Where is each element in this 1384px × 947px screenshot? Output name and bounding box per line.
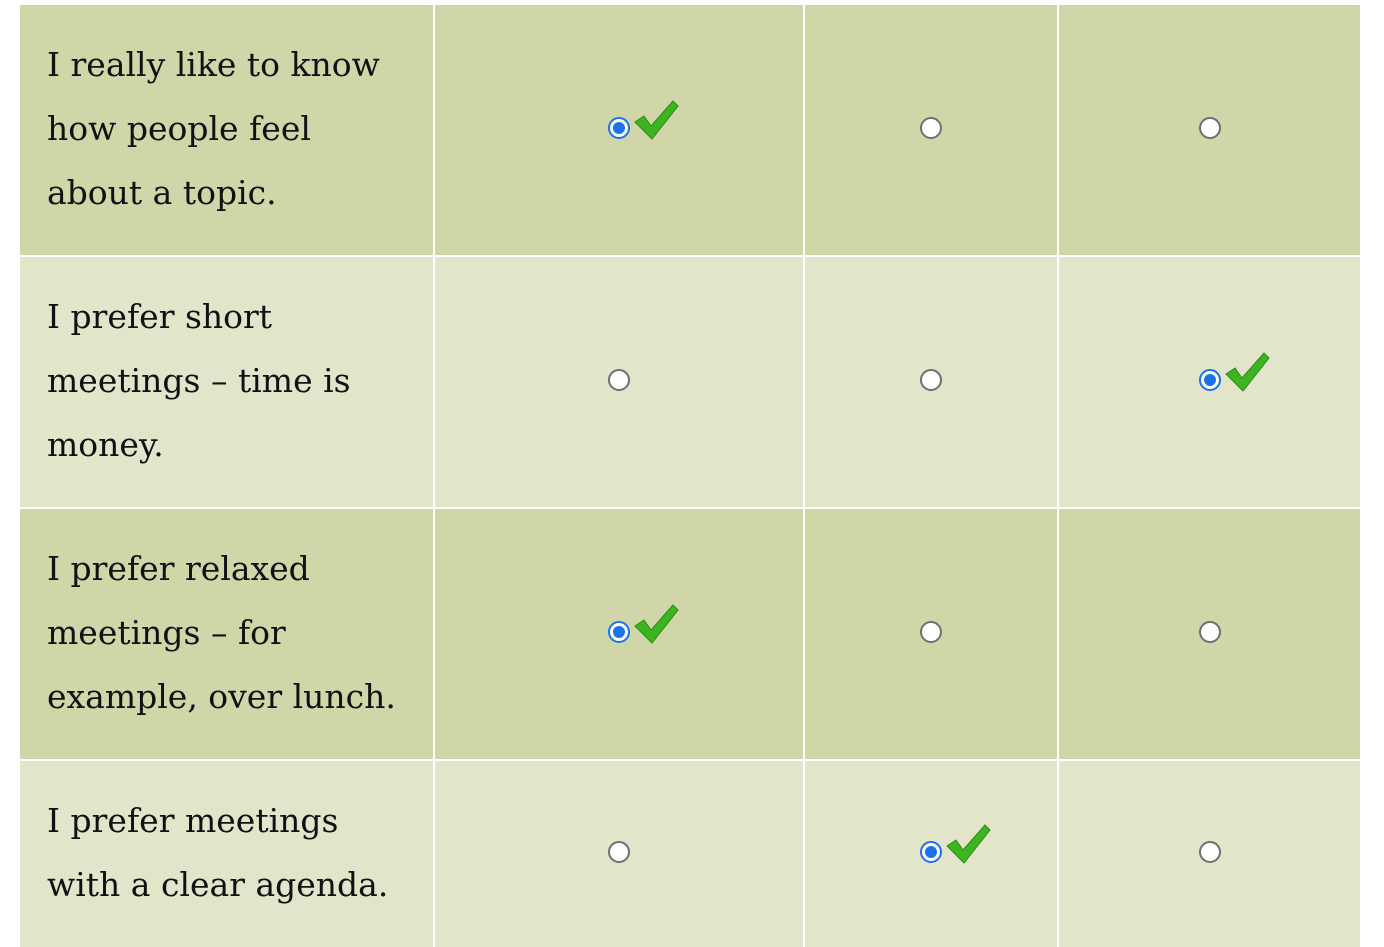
radio-option-2[interactable]: [920, 117, 942, 139]
choice-cell: [1059, 509, 1360, 761]
statement-label: I really like to know how people feel ab…: [20, 0, 435, 257]
statement-label: I prefer short meetings – time is money.: [20, 257, 435, 509]
choice-cell: [435, 0, 805, 257]
choice-cell: [805, 761, 1059, 947]
radio-option-1[interactable]: [608, 369, 630, 391]
radio-option-1[interactable]: [608, 841, 630, 863]
checkmark-icon: [634, 100, 679, 140]
radio-option-3[interactable]: [1198, 841, 1221, 863]
survey-row-3: I prefer relaxed meetings – for example,…: [20, 509, 1360, 761]
radio-option-3[interactable]: [1198, 621, 1221, 643]
survey-table: I really like to know how people feel ab…: [20, 0, 1360, 947]
choice-cell: [805, 257, 1059, 509]
radio-option-2[interactable]: [920, 621, 942, 643]
survey-row-1: I really like to know how people feel ab…: [20, 0, 1360, 257]
checkmark-icon: [634, 604, 679, 644]
choice-cell: [435, 761, 805, 947]
choice-cell: [1059, 0, 1360, 257]
radio-option-1[interactable]: [608, 621, 630, 643]
choice-cell: [1059, 257, 1360, 509]
checkmark-icon: [1224, 352, 1270, 392]
radio-option-3[interactable]: [1198, 369, 1221, 391]
choice-cell: [805, 0, 1059, 257]
survey-row-4: I prefer meetings with a clear agenda.: [20, 761, 1360, 947]
choice-cell: [435, 257, 805, 509]
radio-option-1[interactable]: [608, 117, 630, 139]
choice-cell: [1059, 761, 1360, 947]
survey-row-2: I prefer short meetings – time is money.: [20, 257, 1360, 509]
choice-cell: [435, 509, 805, 761]
radio-option-3[interactable]: [1198, 117, 1221, 139]
radio-option-2[interactable]: [920, 369, 942, 391]
checkmark-icon: [946, 824, 991, 864]
statement-label: I prefer meetings with a clear agenda.: [20, 761, 435, 947]
radio-option-2[interactable]: [920, 841, 942, 863]
statement-label: I prefer relaxed meetings – for example,…: [20, 509, 435, 761]
choice-cell: [805, 509, 1059, 761]
